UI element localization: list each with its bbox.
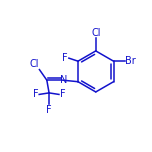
Text: Br: Br <box>125 56 136 66</box>
Text: F: F <box>33 89 39 99</box>
Text: Cl: Cl <box>91 28 100 38</box>
Text: F: F <box>60 89 65 99</box>
Text: F: F <box>46 105 52 115</box>
Text: N: N <box>60 75 68 85</box>
Text: F: F <box>62 53 68 63</box>
Text: Cl: Cl <box>29 59 39 69</box>
